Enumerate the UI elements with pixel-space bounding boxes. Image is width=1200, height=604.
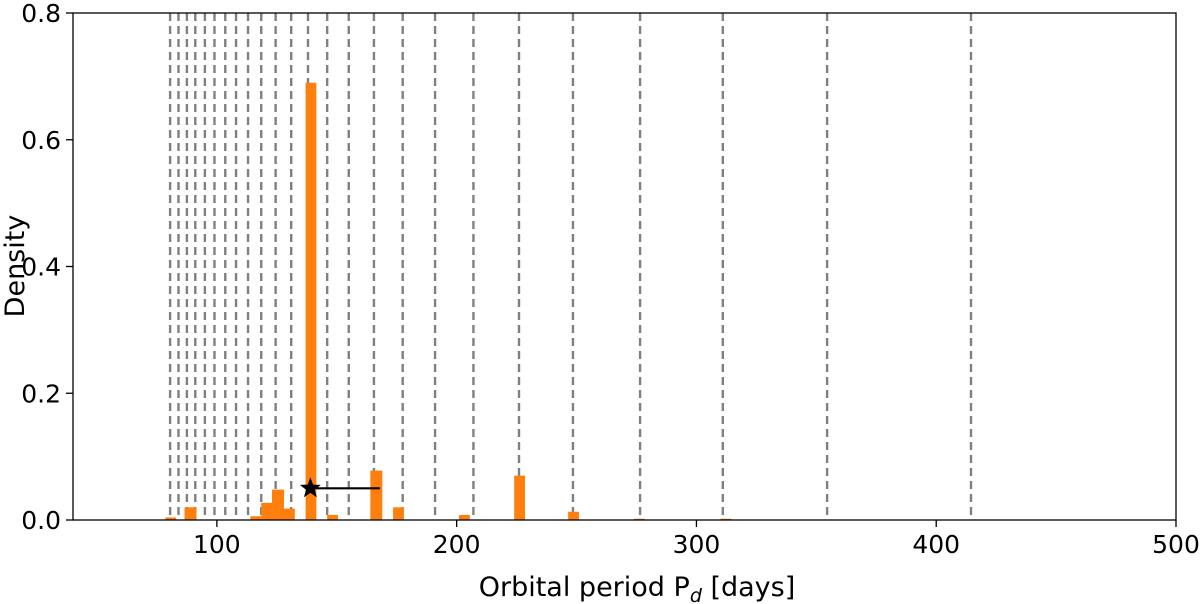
- histogram-bar: [393, 507, 404, 520]
- histogram-bar: [327, 514, 338, 520]
- y-tick-label: 0.4: [21, 253, 61, 282]
- y-axis-ticks: 0.0 0.2 0.4 0.6 0.8: [21, 0, 73, 535]
- plot-area-frame: [72, 12, 1177, 521]
- histogram-bar: [568, 511, 579, 520]
- histogram-bar: [370, 470, 383, 520]
- y-tick-label: 0.8: [21, 0, 61, 28]
- x-tick-label: 400: [912, 530, 960, 559]
- star-marker: [299, 477, 321, 498]
- histogram-bar: [165, 517, 177, 520]
- histogram-bar: [261, 502, 273, 520]
- histogram-bar: [250, 516, 262, 520]
- x-axis-label-unit: [days]: [702, 572, 795, 603]
- histogram-bar: [184, 507, 197, 520]
- reference-lines: [168, 13, 973, 520]
- x-tick-label: 200: [433, 530, 481, 559]
- histogram-bar: [459, 514, 470, 520]
- x-tick-label: 100: [193, 530, 241, 559]
- x-axis-ticks: 100 200 300 400 500: [193, 520, 1200, 559]
- histogram-bar: [514, 475, 525, 520]
- x-axis-label-main: Orbital period P: [479, 572, 690, 603]
- y-tick-label: 0.6: [21, 126, 61, 155]
- histogram-bar: [272, 489, 285, 520]
- histogram-bars: [165, 82, 732, 521]
- x-axis-label-subscript: d: [690, 585, 703, 604]
- x-tick-label: 500: [1152, 530, 1200, 559]
- y-tick-label: 0.0: [21, 506, 61, 535]
- x-axis-label: Orbital period Pd [days]: [479, 572, 796, 604]
- y-tick-label: 0.2: [21, 379, 61, 408]
- y-axis-label: Density: [0, 215, 31, 318]
- x-tick-label: 300: [673, 530, 721, 559]
- histogram-bar: [305, 82, 317, 521]
- histogram-bar: [284, 508, 295, 520]
- star-marker-group: [299, 477, 380, 498]
